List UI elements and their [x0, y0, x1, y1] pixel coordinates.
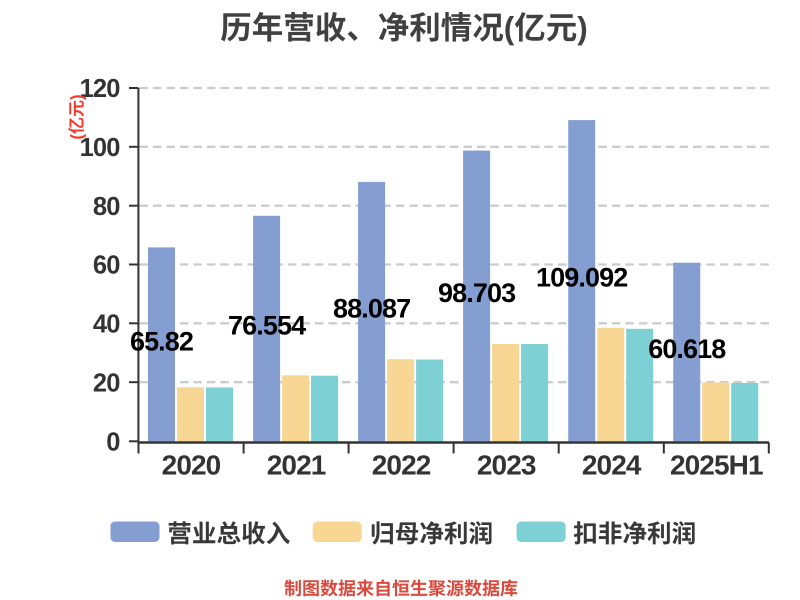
svg-text:98.703: 98.703 — [438, 278, 516, 308]
svg-text:76.554: 76.554 — [228, 311, 306, 341]
svg-text:40: 40 — [93, 310, 120, 338]
svg-text:2024: 2024 — [582, 450, 642, 481]
svg-text:80: 80 — [93, 193, 120, 221]
svg-text:65.82: 65.82 — [130, 326, 193, 356]
svg-text:2022: 2022 — [372, 450, 431, 481]
svg-text:60: 60 — [93, 252, 120, 280]
svg-text:100: 100 — [80, 134, 121, 162]
svg-text:20: 20 — [93, 369, 120, 397]
svg-text:60.618: 60.618 — [648, 334, 726, 364]
svg-text:109.092: 109.092 — [536, 263, 627, 293]
svg-text:2023: 2023 — [477, 450, 536, 481]
svg-text:0: 0 — [106, 428, 120, 456]
svg-text:2020: 2020 — [162, 450, 221, 481]
svg-text:2021: 2021 — [267, 450, 326, 481]
svg-text:88.087: 88.087 — [333, 294, 410, 324]
svg-text:2025H1: 2025H1 — [670, 450, 763, 481]
svg-text:120: 120 — [80, 75, 121, 103]
